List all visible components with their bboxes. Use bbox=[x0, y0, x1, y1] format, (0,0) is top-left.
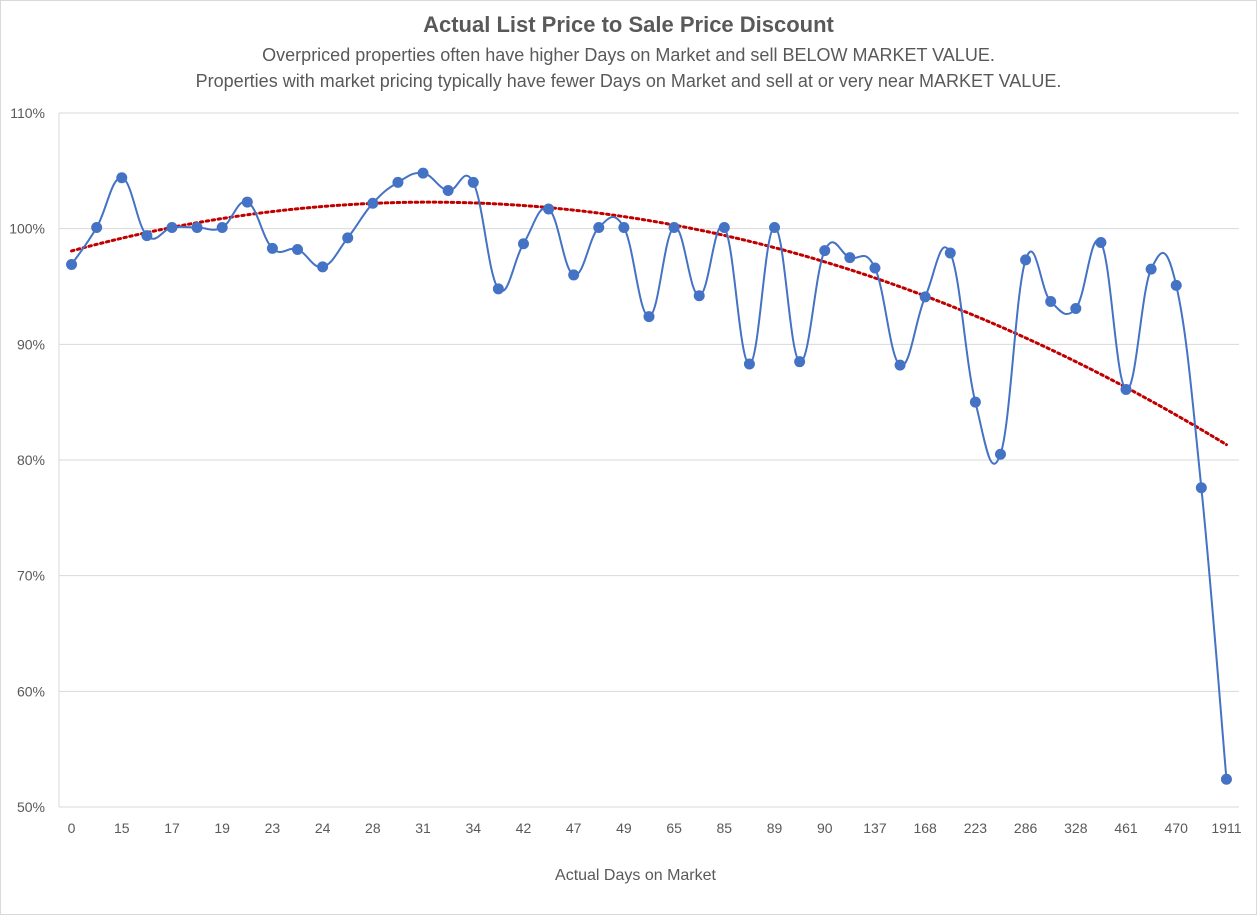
data-point bbox=[367, 197, 379, 209]
data-point bbox=[568, 269, 580, 281]
y-tick-label: 80% bbox=[17, 452, 45, 468]
x-tick-label: 19 bbox=[214, 820, 230, 836]
y-tick-label: 70% bbox=[17, 568, 45, 584]
x-tick-label: 461 bbox=[1114, 820, 1138, 836]
x-tick-label: 90 bbox=[817, 820, 833, 836]
x-axis-title: Actual Days on Market bbox=[555, 867, 716, 884]
data-point bbox=[1145, 263, 1157, 275]
data-point bbox=[492, 283, 504, 295]
data-point bbox=[417, 167, 429, 179]
data-point bbox=[342, 232, 354, 244]
chart-subtitle-line-2: Properties with market pricing typically… bbox=[195, 71, 1062, 91]
x-tick-label: 1911 bbox=[1211, 820, 1241, 836]
data-point bbox=[292, 243, 304, 255]
data-point bbox=[593, 222, 605, 234]
data-point bbox=[1220, 773, 1232, 785]
data-point bbox=[1070, 302, 1082, 314]
data-point bbox=[442, 184, 454, 196]
x-tick-label: 28 bbox=[365, 820, 381, 836]
data-point bbox=[517, 238, 529, 250]
trendline-layer bbox=[70, 200, 1228, 447]
data-point bbox=[668, 222, 680, 234]
x-tick-label: 137 bbox=[863, 820, 887, 836]
data-point bbox=[643, 311, 655, 323]
data-point bbox=[141, 230, 153, 242]
data-point bbox=[819, 245, 831, 257]
data-point bbox=[944, 247, 956, 259]
data-point bbox=[919, 291, 931, 303]
chart-title: Actual List Price to Sale Price Discount bbox=[423, 12, 834, 37]
data-point bbox=[1170, 279, 1182, 291]
x-tick-label: 65 bbox=[666, 820, 682, 836]
data-point bbox=[869, 262, 881, 274]
data-point bbox=[769, 222, 781, 234]
data-point bbox=[266, 242, 278, 254]
x-tick-label: 42 bbox=[516, 820, 532, 836]
data-point bbox=[743, 358, 755, 370]
data-point bbox=[794, 356, 806, 368]
data-point bbox=[241, 196, 253, 208]
data-point bbox=[392, 176, 404, 188]
data-point bbox=[191, 222, 203, 234]
data-point bbox=[1195, 482, 1207, 494]
x-tick-label: 286 bbox=[1014, 820, 1038, 836]
y-tick-label: 90% bbox=[17, 336, 45, 352]
data-point bbox=[894, 359, 906, 371]
data-point bbox=[718, 222, 730, 234]
data-point bbox=[543, 203, 555, 215]
x-tick-label: 470 bbox=[1165, 820, 1189, 836]
data-point bbox=[994, 448, 1006, 460]
x-tick-label: 328 bbox=[1064, 820, 1088, 836]
data-point bbox=[1120, 383, 1132, 395]
y-tick-label: 60% bbox=[17, 683, 45, 699]
data-point bbox=[1045, 296, 1057, 308]
chart-subtitle-line-1: Overpriced properties often have higher … bbox=[262, 45, 995, 65]
data-point bbox=[116, 172, 128, 184]
data-point bbox=[317, 261, 329, 273]
x-tick-label: 24 bbox=[315, 820, 331, 836]
x-tick-label: 85 bbox=[717, 820, 733, 836]
x-tick-label: 0 bbox=[68, 820, 76, 836]
x-tick-label: 168 bbox=[913, 820, 937, 836]
x-tick-label: 15 bbox=[114, 820, 130, 836]
trendline bbox=[70, 200, 1228, 447]
data-point bbox=[969, 396, 981, 408]
series-line bbox=[70, 171, 1228, 780]
x-tick-label: 17 bbox=[164, 820, 180, 836]
x-tick-label: 23 bbox=[265, 820, 281, 836]
data-point bbox=[844, 252, 856, 264]
data-point bbox=[166, 222, 178, 234]
y-tick-label: 50% bbox=[17, 799, 45, 815]
x-tick-label: 34 bbox=[465, 820, 481, 836]
x-axis-ticks: 0 15 17 19 23 24 28 31 34 42 47 49 65 85 89 90 137 168 223… bbox=[68, 820, 1242, 836]
data-point bbox=[618, 222, 630, 234]
data-point bbox=[1020, 254, 1032, 266]
y-tick-label: 100% bbox=[9, 221, 45, 237]
x-tick-label: 49 bbox=[616, 820, 632, 836]
data-point bbox=[467, 176, 479, 188]
y-axis-ticks: 50% 60% 70% 80% 90% 100% 110% bbox=[9, 105, 45, 815]
data-point bbox=[66, 259, 78, 271]
x-tick-label: 31 bbox=[415, 820, 431, 836]
series-layer bbox=[66, 167, 1232, 785]
data-point bbox=[1095, 237, 1107, 249]
data-point bbox=[216, 222, 228, 234]
x-tick-label: 47 bbox=[566, 820, 582, 836]
x-tick-label: 89 bbox=[767, 820, 783, 836]
data-point bbox=[693, 290, 705, 302]
data-point bbox=[91, 222, 103, 234]
y-tick-label: 110% bbox=[10, 105, 45, 121]
x-tick-label: 223 bbox=[964, 820, 988, 836]
